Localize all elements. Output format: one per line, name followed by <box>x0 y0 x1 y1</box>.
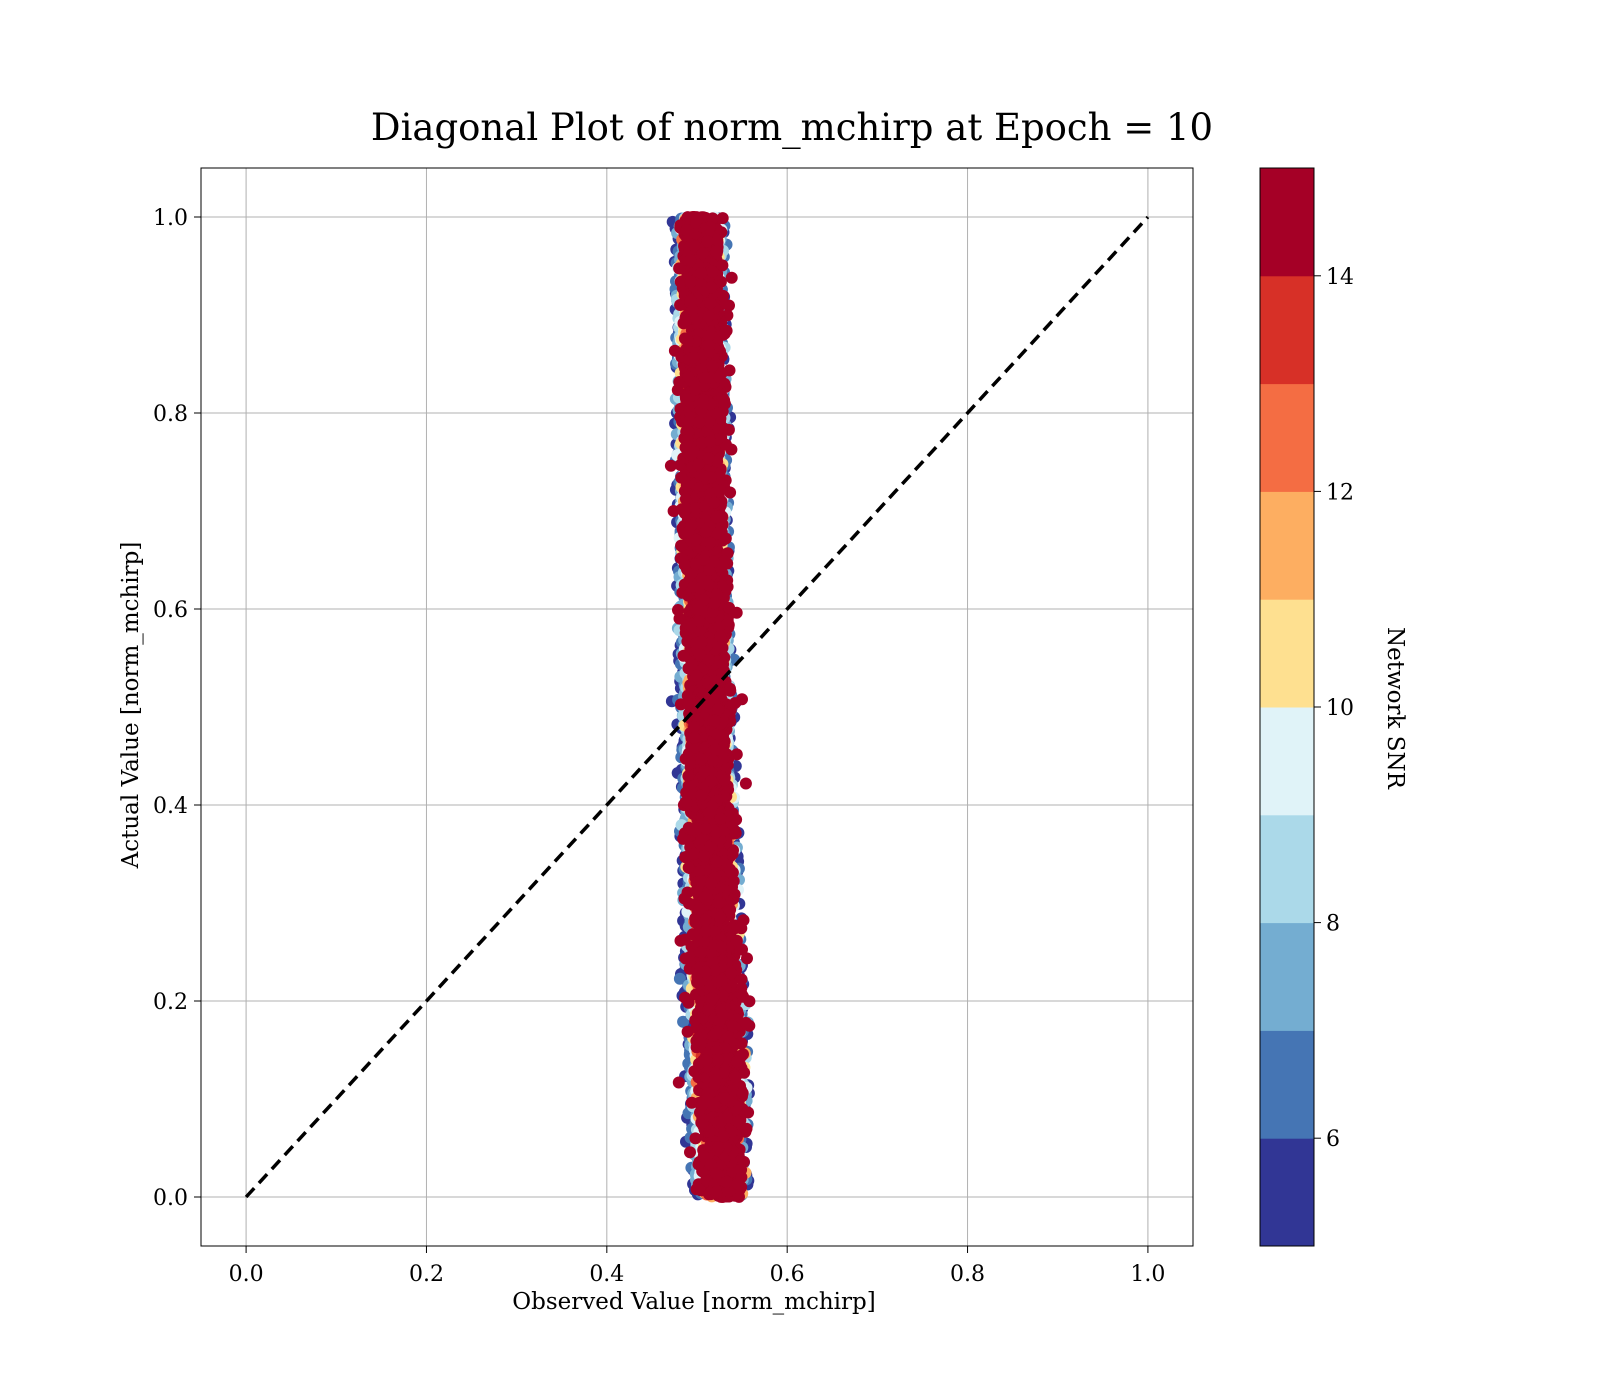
plot-area: 0.0 0.2 0.4 0.6 0.8 1.0 0.00.20.40.60.81.0 <box>153 167 1194 1287</box>
scatter-point <box>681 1025 694 1038</box>
scatter-point <box>689 1132 702 1145</box>
scatter-points <box>664 211 756 1203</box>
scatter-point <box>736 943 748 956</box>
chart-title: Diagonal Plot of norm_mchirp at Epoch = … <box>371 106 1213 150</box>
scatter-point <box>677 1015 690 1028</box>
scatter-point <box>673 972 686 985</box>
scatter-point <box>739 777 752 790</box>
